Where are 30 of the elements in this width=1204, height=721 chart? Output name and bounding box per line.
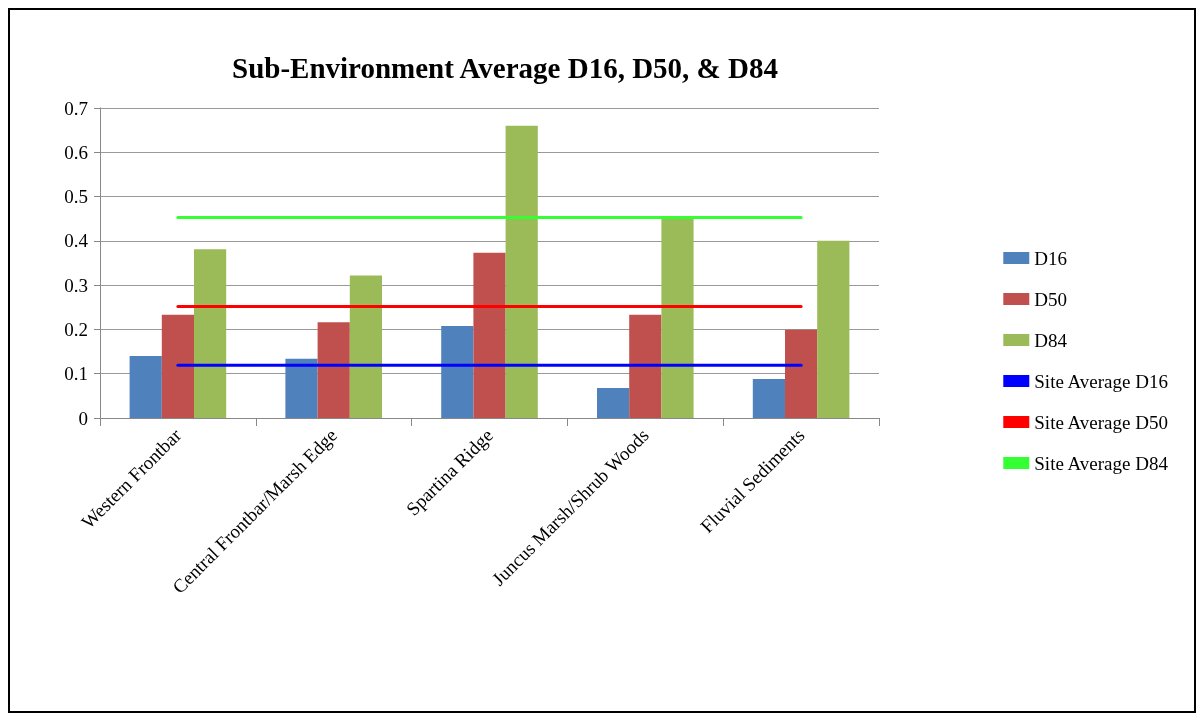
bar bbox=[752, 379, 785, 418]
bar bbox=[629, 314, 662, 418]
bar bbox=[161, 314, 194, 418]
legend-label: Site Average D16 bbox=[1034, 370, 1168, 392]
y-tick-label: 0 bbox=[78, 407, 88, 429]
legend-label: Site Average D50 bbox=[1034, 411, 1168, 433]
y-tick-label: 0.7 bbox=[64, 97, 88, 119]
y-tick-label: 0.2 bbox=[64, 318, 88, 340]
legend-label: D16 bbox=[1034, 247, 1068, 269]
legend-label: D50 bbox=[1034, 288, 1068, 310]
legend-label: D84 bbox=[1034, 329, 1068, 351]
bar bbox=[129, 356, 162, 418]
bar bbox=[505, 125, 538, 418]
y-tick-label: 0.4 bbox=[64, 230, 89, 252]
bar bbox=[285, 358, 318, 418]
bar bbox=[194, 249, 227, 418]
chart-title: Sub-Environment Average D16, D50, & D84 bbox=[232, 51, 778, 84]
legend-label: Site Average D84 bbox=[1034, 452, 1169, 474]
bar bbox=[349, 275, 382, 418]
bar bbox=[473, 252, 506, 418]
y-tick-label: 0.3 bbox=[64, 274, 88, 296]
bar bbox=[817, 240, 850, 418]
bar bbox=[441, 325, 474, 418]
y-tick-label: 0.1 bbox=[64, 363, 88, 385]
bar bbox=[785, 329, 818, 418]
y-tick-label: 0.6 bbox=[64, 141, 88, 163]
bar bbox=[661, 218, 694, 418]
bar bbox=[597, 387, 630, 418]
bar bbox=[317, 322, 350, 418]
y-tick-label: 0.5 bbox=[64, 186, 88, 208]
